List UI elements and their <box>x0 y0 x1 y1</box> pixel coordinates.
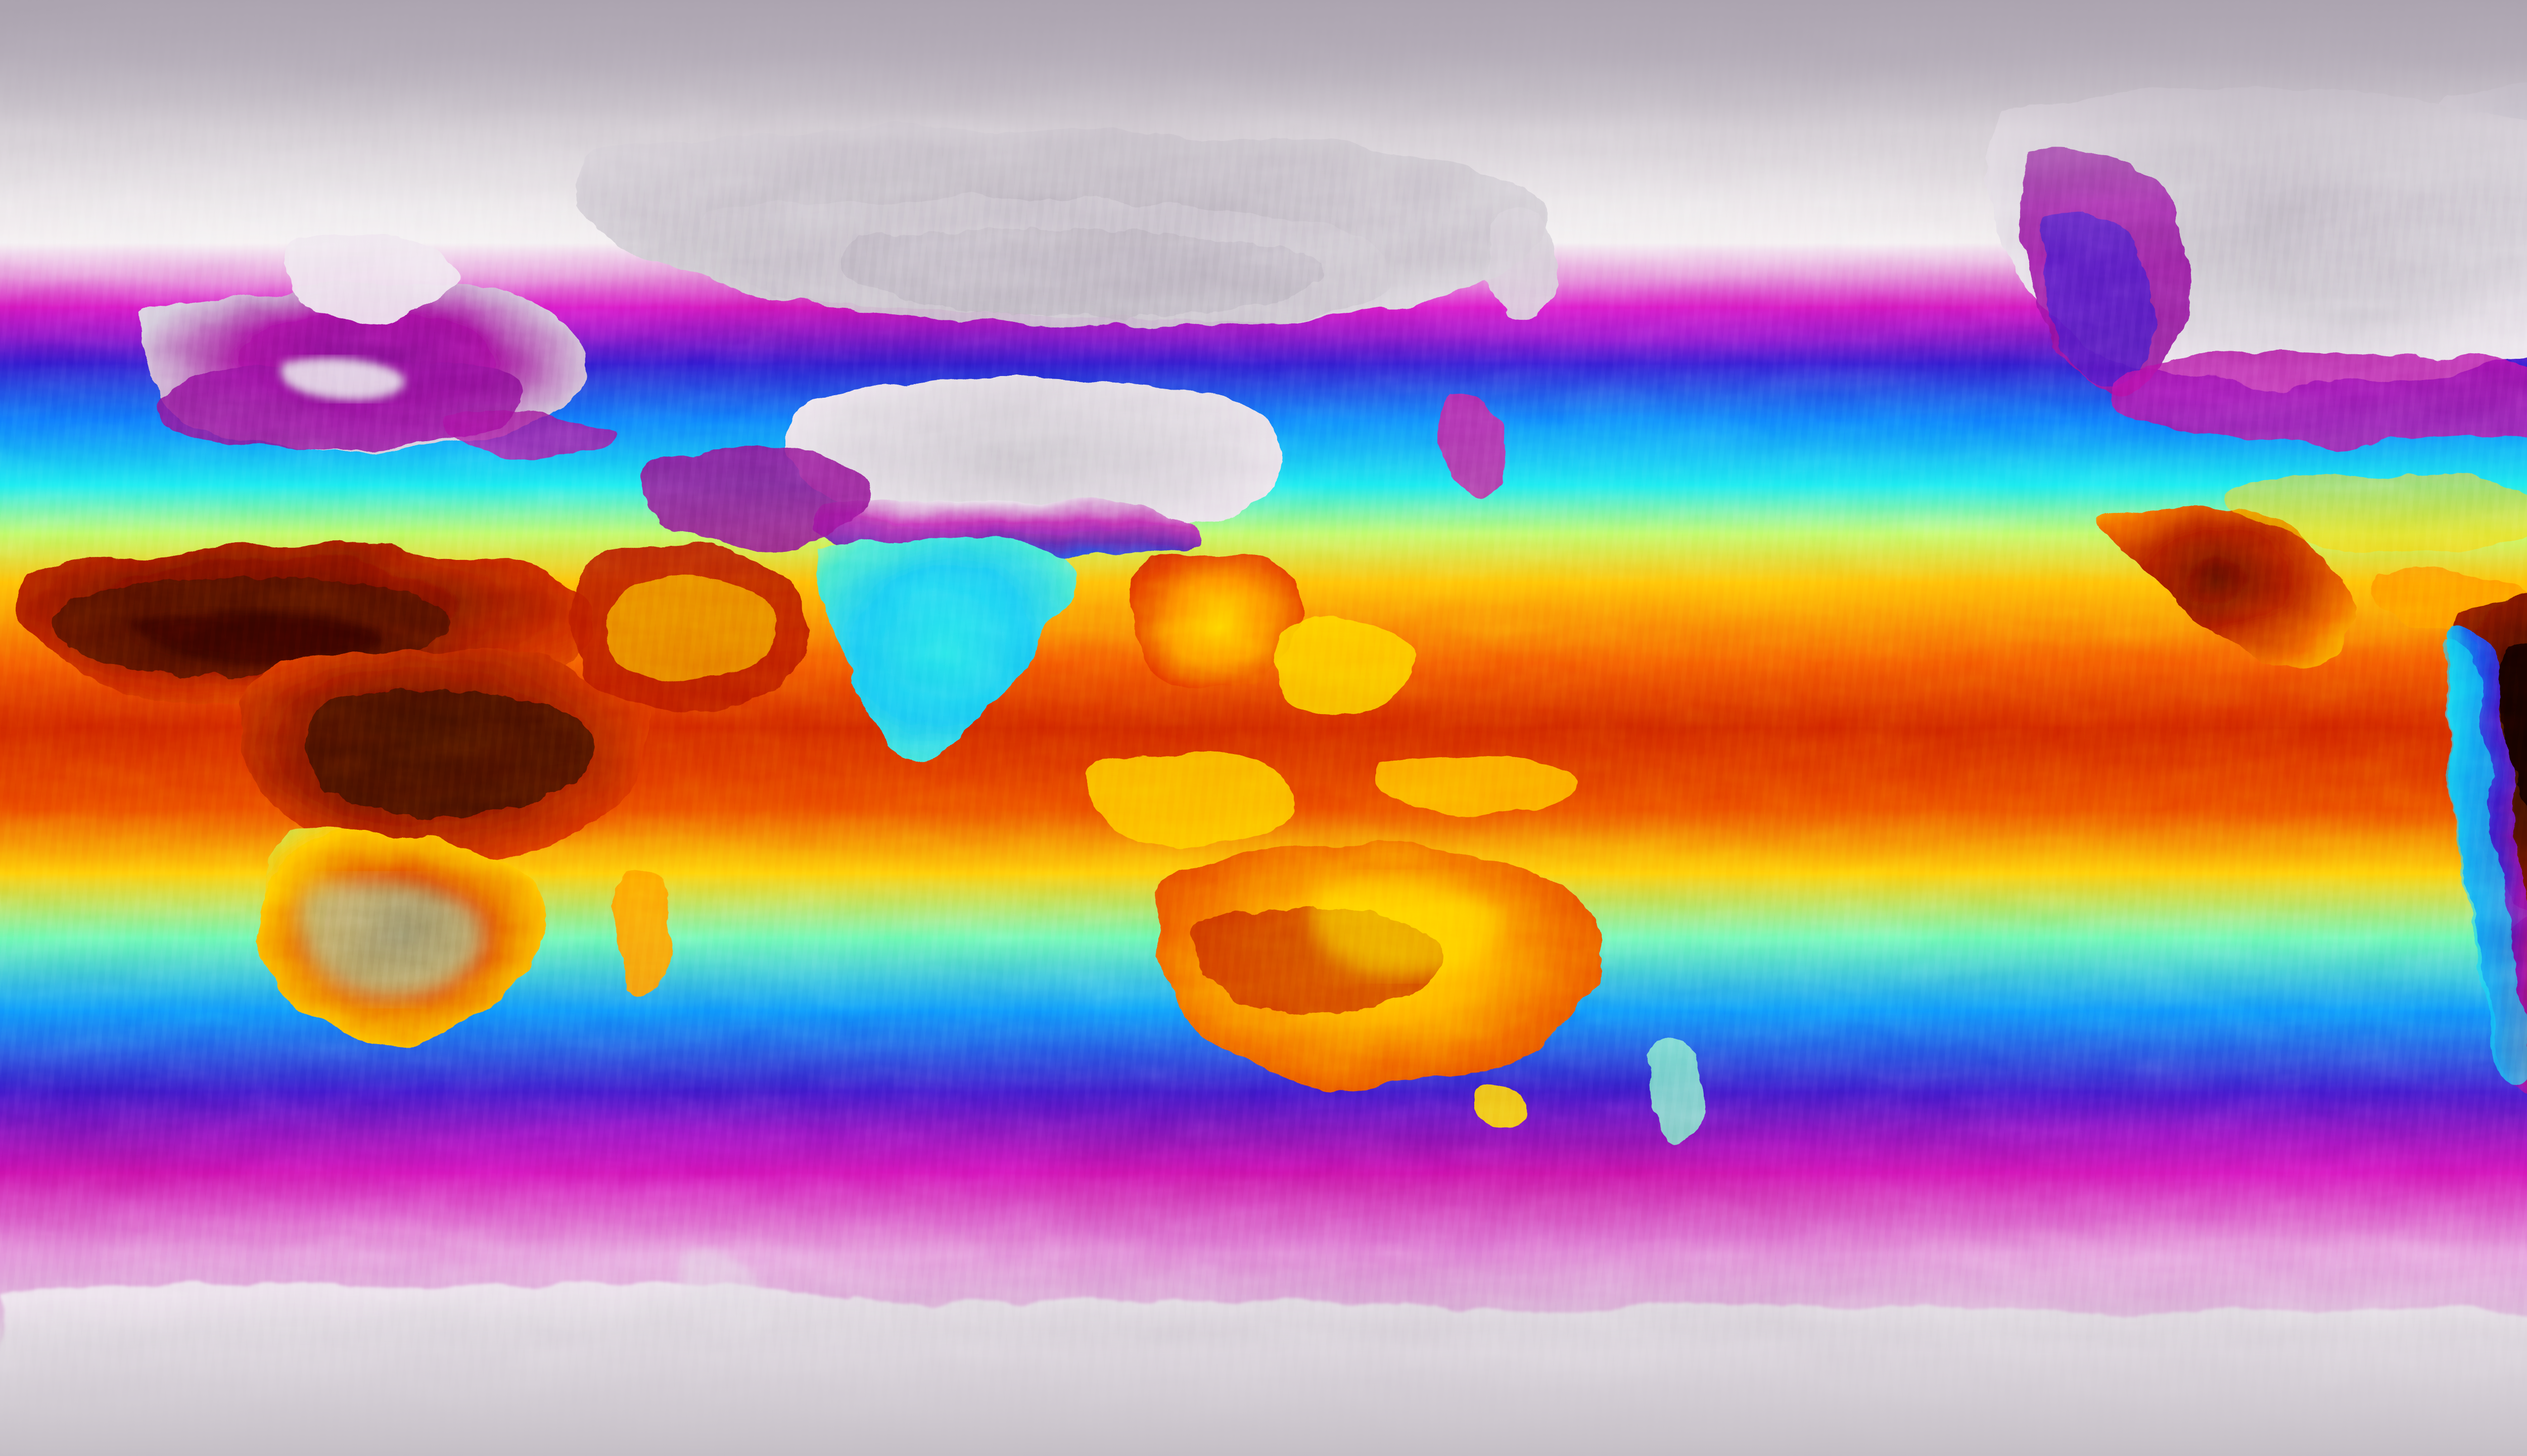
global-tone-vignette <box>0 0 2527 1456</box>
polar-haze-caps <box>0 0 2527 1456</box>
temperature-map-canvas <box>0 0 2527 1456</box>
